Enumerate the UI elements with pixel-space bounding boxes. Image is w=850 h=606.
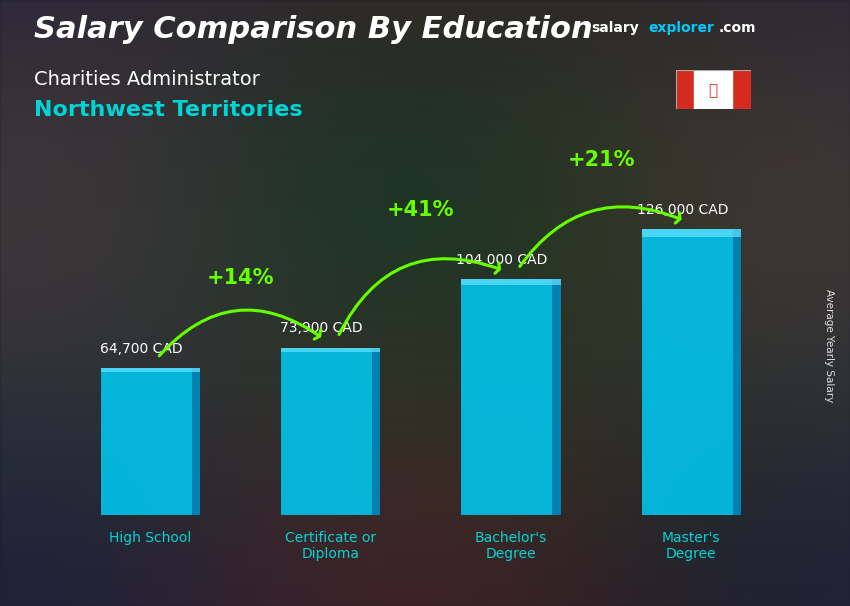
Bar xyxy=(100,368,200,515)
Text: Northwest Territories: Northwest Territories xyxy=(34,100,303,120)
Bar xyxy=(694,70,732,109)
Text: explorer: explorer xyxy=(649,21,714,35)
Text: .com: .com xyxy=(718,21,756,35)
Bar xyxy=(192,368,200,515)
Bar xyxy=(732,70,751,109)
Bar xyxy=(462,279,560,285)
Bar xyxy=(281,347,380,515)
Text: Average Yearly Salary: Average Yearly Salary xyxy=(824,289,834,402)
Bar xyxy=(462,279,560,515)
Bar xyxy=(676,70,694,109)
Text: Salary Comparison By Education: Salary Comparison By Education xyxy=(34,15,592,44)
Text: +14%: +14% xyxy=(207,268,275,288)
Bar xyxy=(642,230,741,515)
Bar xyxy=(642,230,741,236)
Bar xyxy=(733,230,741,515)
Text: 126,000 CAD: 126,000 CAD xyxy=(637,203,728,217)
Text: 64,700 CAD: 64,700 CAD xyxy=(99,342,183,356)
Text: 104,000 CAD: 104,000 CAD xyxy=(456,253,547,267)
Text: 73,900 CAD: 73,900 CAD xyxy=(280,321,363,335)
Text: +21%: +21% xyxy=(567,150,635,170)
Bar xyxy=(100,368,200,372)
Bar xyxy=(281,347,380,351)
Text: +41%: +41% xyxy=(387,199,455,219)
Text: Charities Administrator: Charities Administrator xyxy=(34,70,260,88)
Text: 🍁: 🍁 xyxy=(709,83,717,98)
Text: salary: salary xyxy=(591,21,638,35)
Bar xyxy=(372,347,380,515)
Bar xyxy=(552,279,560,515)
